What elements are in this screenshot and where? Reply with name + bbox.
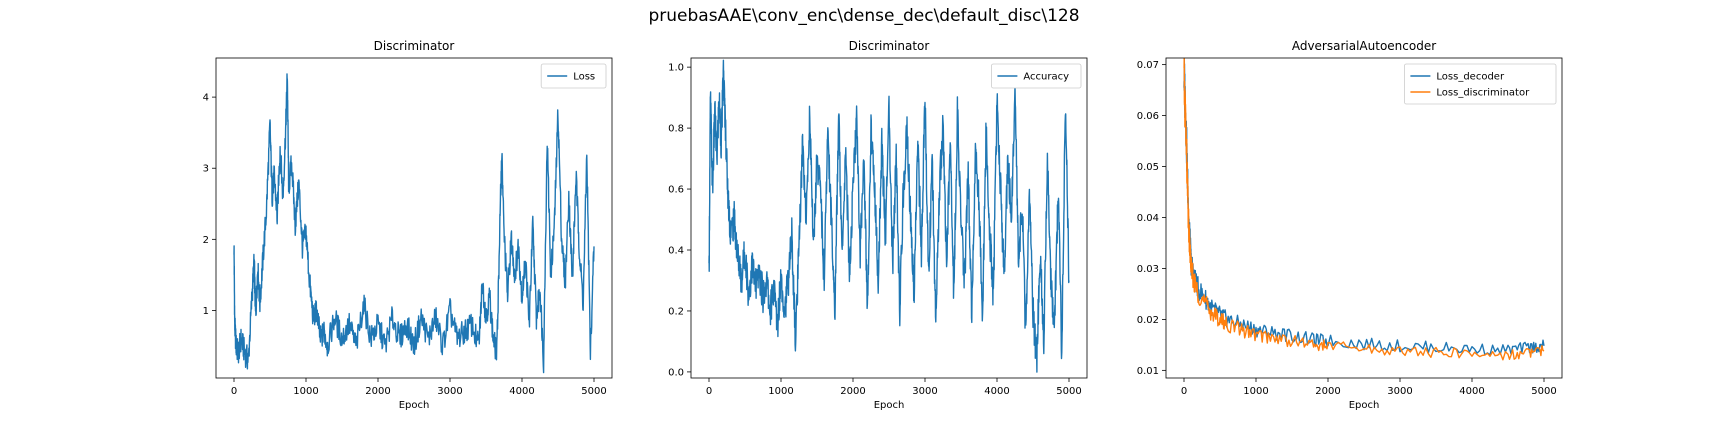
y-tick-label: 2 [203, 235, 209, 246]
legend-box [540, 63, 607, 89]
x-tick-label: 3000 [912, 386, 937, 397]
x-tick-label: 0 [1181, 386, 1187, 397]
subplot-2: 0 1000 2000 3000 4000 5000 0.0 0.2 0.4 0.6 0.8 1.0 D… [668, 39, 1088, 411]
legend-entry: Loss [573, 72, 595, 83]
y-tick-label: 0.8 [668, 124, 684, 135]
axes-frame [1165, 57, 1563, 379]
y-tick-label: 3 [203, 164, 209, 175]
y-tick-label: 1.0 [668, 63, 684, 74]
subplot-title: AdversarialAutoencoder [1292, 39, 1436, 53]
y-tick-label: 0.06 [1137, 111, 1159, 122]
x-tick-label: 2000 [365, 386, 390, 397]
x-axis-label: Epoch [399, 400, 430, 411]
legend-entry: Loss_decoder [1436, 72, 1505, 83]
x-tick-label: 2000 [840, 386, 865, 397]
subplot-title: Discriminator [374, 39, 455, 53]
series-line-loss-discriminator [1183, 58, 1545, 361]
legend-box [1404, 63, 1557, 105]
figure-title: pruebasAAE\conv_enc\dense_dec\default_di… [648, 6, 1080, 26]
series-line-loss [233, 73, 595, 374]
y-tick-label: 0.0 [668, 367, 684, 378]
y-tick-label: 4 [203, 93, 209, 104]
subplot-title: Discriminator [849, 39, 930, 53]
y-tick-label: 0.4 [668, 246, 684, 257]
y-tick-label: 0.02 [1137, 315, 1159, 326]
x-tick-label: 4000 [984, 386, 1009, 397]
legend-entry: Loss_discriminator [1436, 88, 1530, 99]
y-tick-label: 0.04 [1137, 213, 1159, 224]
legend-entry: Accuracy [1023, 72, 1069, 83]
x-tick-label: 0 [231, 386, 237, 397]
x-tick-label: 1000 [768, 386, 793, 397]
x-tick-label: 4000 [509, 386, 534, 397]
y-tick-label: 0.6 [668, 185, 684, 196]
y-tick-label: 0.01 [1137, 366, 1159, 377]
x-tick-label: 5000 [1531, 386, 1556, 397]
x-tick-label: 3000 [437, 386, 462, 397]
x-tick-label: 1000 [293, 386, 318, 397]
y-tick-label: 1 [203, 306, 209, 317]
x-tick-label: 5000 [1056, 386, 1081, 397]
axes-frame [690, 57, 1088, 379]
legend: Accuracy [991, 63, 1082, 89]
legend: Loss [540, 63, 607, 89]
subplot-1: 0 1000 2000 3000 4000 5000 1 2 3 4 Discriminator Ep… [203, 39, 613, 411]
y-tick-label: 0.07 [1137, 60, 1159, 71]
x-tick-label: 5000 [581, 386, 606, 397]
x-tick-label: 1000 [1243, 386, 1268, 397]
y-tick-label: 0.05 [1137, 162, 1159, 173]
x-tick-label: 3000 [1387, 386, 1412, 397]
axes-frame [215, 57, 613, 379]
legend-box [991, 63, 1082, 89]
x-tick-label: 0 [706, 386, 712, 397]
x-axis-label: Epoch [1349, 400, 1380, 411]
series-line-accuracy [708, 59, 1070, 373]
x-axis-label: Epoch [874, 400, 905, 411]
y-tick-label: 0.2 [668, 306, 684, 317]
x-tick-label: 2000 [1315, 386, 1340, 397]
legend: Loss_decoder Loss_discriminator [1404, 63, 1557, 105]
subplot-3: 0 1000 2000 3000 4000 5000 0.01 0.02 0.03 0.04 0.0… [1137, 39, 1563, 411]
y-tick-label: 0.03 [1137, 264, 1159, 275]
x-tick-label: 4000 [1459, 386, 1484, 397]
